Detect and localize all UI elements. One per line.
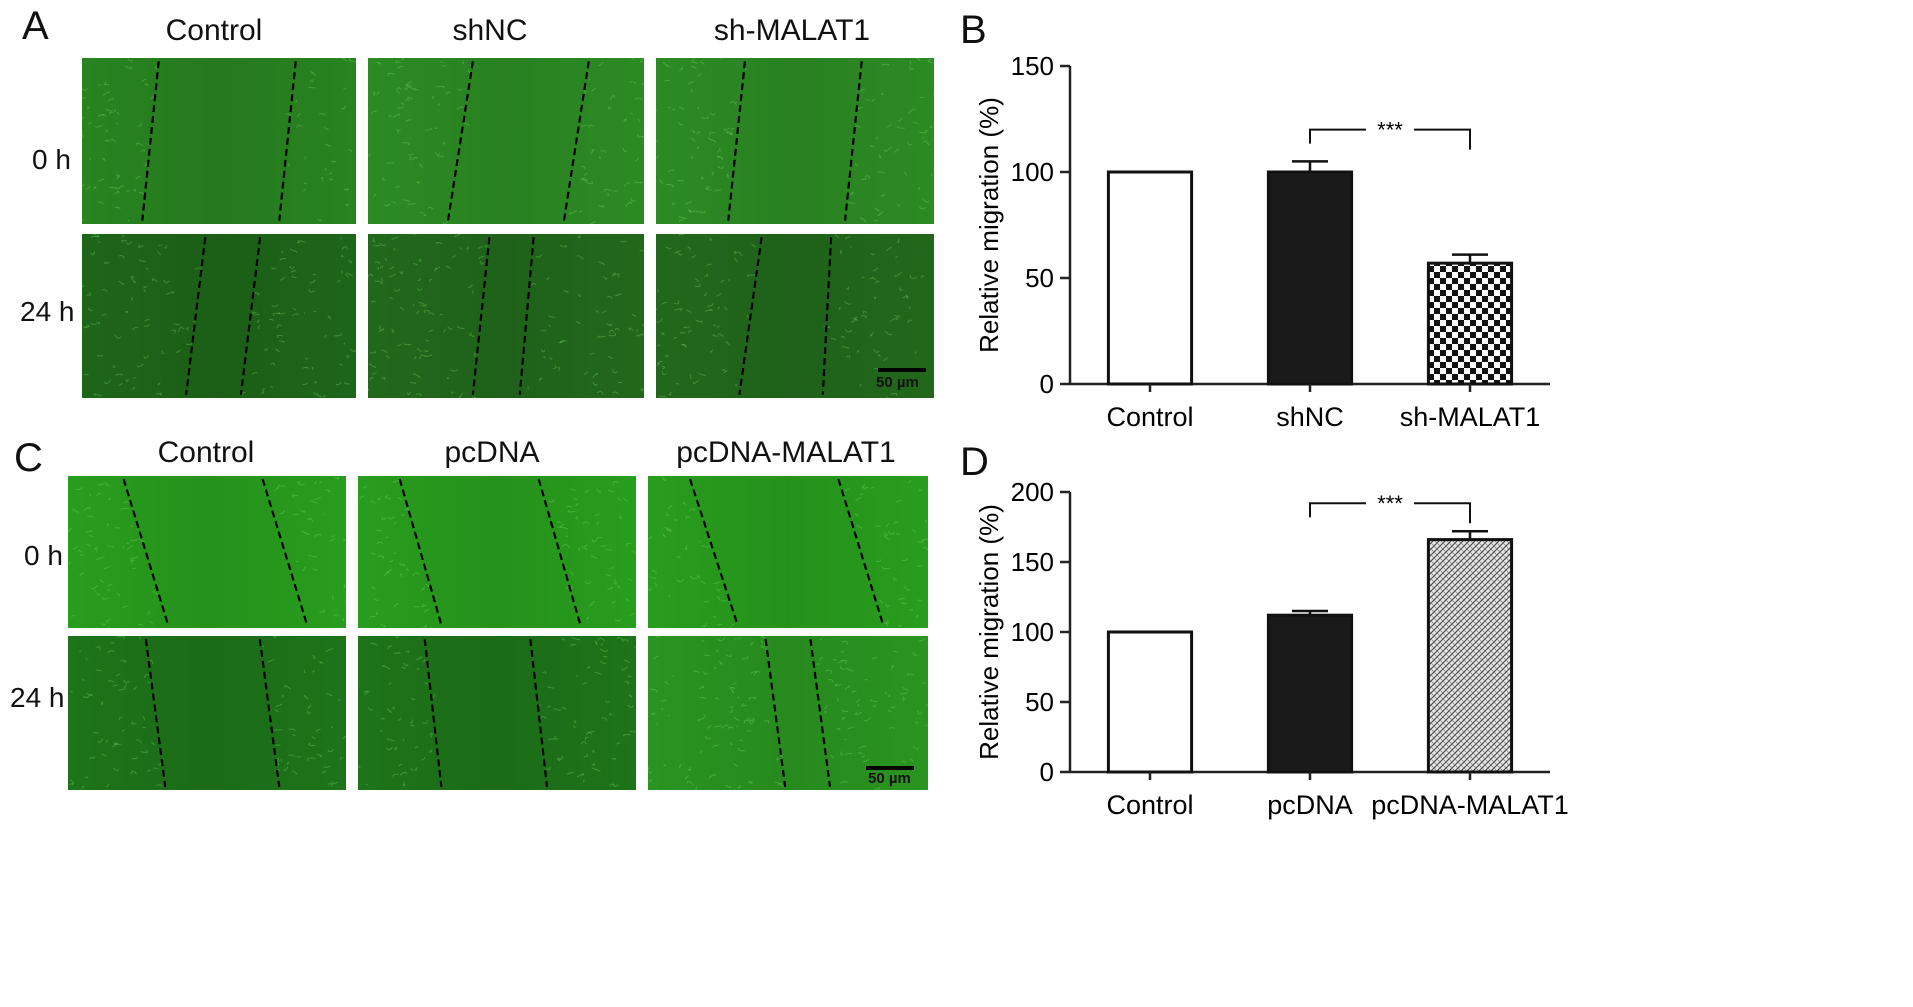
- y-tick-label: 50: [1025, 263, 1054, 293]
- micrograph-c-pcdna-24h: [358, 636, 636, 790]
- panel-c-scale-bar: [866, 766, 914, 770]
- panel-letter-d: D: [960, 440, 989, 484]
- bar-control: [1106, 630, 1194, 774]
- micrograph-c-control-0h: [68, 476, 346, 628]
- significance-bracket: [1309, 128, 1471, 150]
- y-tick-label: 0: [1040, 369, 1054, 399]
- panel-letter-a: A: [22, 4, 49, 48]
- x-tick-label: pcDNA: [1267, 790, 1353, 820]
- panel-c-col-pcdna: pcDNA: [444, 436, 540, 469]
- bar-control: [1106, 170, 1194, 386]
- micrograph-a-control-0h: [82, 58, 356, 224]
- y-axis-label: Relative migration (%): [974, 97, 1004, 353]
- significance-label: ***: [1377, 118, 1403, 143]
- y-tick-label: 150: [1011, 547, 1054, 577]
- bar-pcdna-malat1: [1426, 538, 1514, 774]
- micrograph-c-pcdna-malat1-24h: [648, 636, 928, 790]
- significance-label: ***: [1377, 491, 1403, 516]
- micrograph-a-sh-malat1-24h: [656, 234, 934, 398]
- panel-c-scale-bar-label: 50 µm: [868, 770, 911, 787]
- panel-a-row-24h: 24 h: [20, 296, 75, 327]
- panel-letter-c: C: [14, 436, 43, 480]
- panel-a-scale-bar: [878, 368, 926, 372]
- y-tick-label: 50: [1025, 687, 1054, 717]
- x-tick-label: pcDNA-MALAT1: [1371, 790, 1569, 820]
- y-tick-label: 150: [1011, 51, 1054, 81]
- micrograph-a-shnc-0h: [368, 58, 644, 224]
- micrograph-c-pcdna-0h: [358, 476, 636, 628]
- x-tick-label: Control: [1106, 402, 1193, 432]
- bar-sh-malat1: [1426, 261, 1514, 386]
- panel-a-scale-bar-label: 50 µm: [876, 374, 919, 391]
- significance-bracket: [1309, 502, 1471, 524]
- micrograph-a-sh-malat1-0h: [656, 58, 934, 224]
- panel-a-row-0h: 0 h: [32, 144, 71, 175]
- y-tick-label: 100: [1011, 157, 1054, 187]
- panel-c-row-0h: 0 h: [24, 540, 63, 571]
- panel-a-col-shnc: shNC: [452, 14, 528, 47]
- x-tick-label: shNC: [1276, 402, 1344, 432]
- y-axis-label: Relative migration (%): [974, 504, 1004, 760]
- panel-a-col-sh-malat1: sh-MALAT1: [713, 14, 871, 47]
- panel-c-col-pcdna-malat1: pcDNA-MALAT1: [676, 436, 896, 469]
- panel-c-row-24h: 24 h: [10, 682, 65, 713]
- micrograph-a-control-24h: [82, 234, 356, 398]
- panel-a-col-control: Control: [165, 14, 263, 47]
- bar-shnc: [1266, 170, 1354, 386]
- bar-pcdna: [1266, 613, 1354, 774]
- y-tick-label: 200: [1011, 477, 1054, 507]
- micrograph-c-pcdna-malat1-0h: [648, 476, 928, 628]
- micrograph-c-control-24h: [68, 636, 346, 790]
- micrograph-a-shnc-24h: [368, 234, 644, 398]
- y-tick-label: 0: [1040, 757, 1054, 787]
- y-tick-label: 100: [1011, 617, 1054, 647]
- x-tick-label: Control: [1106, 790, 1193, 820]
- panel-letter-b: B: [960, 8, 987, 52]
- x-tick-label: sh-MALAT1: [1400, 402, 1541, 432]
- panel-c-col-control: Control: [157, 436, 255, 469]
